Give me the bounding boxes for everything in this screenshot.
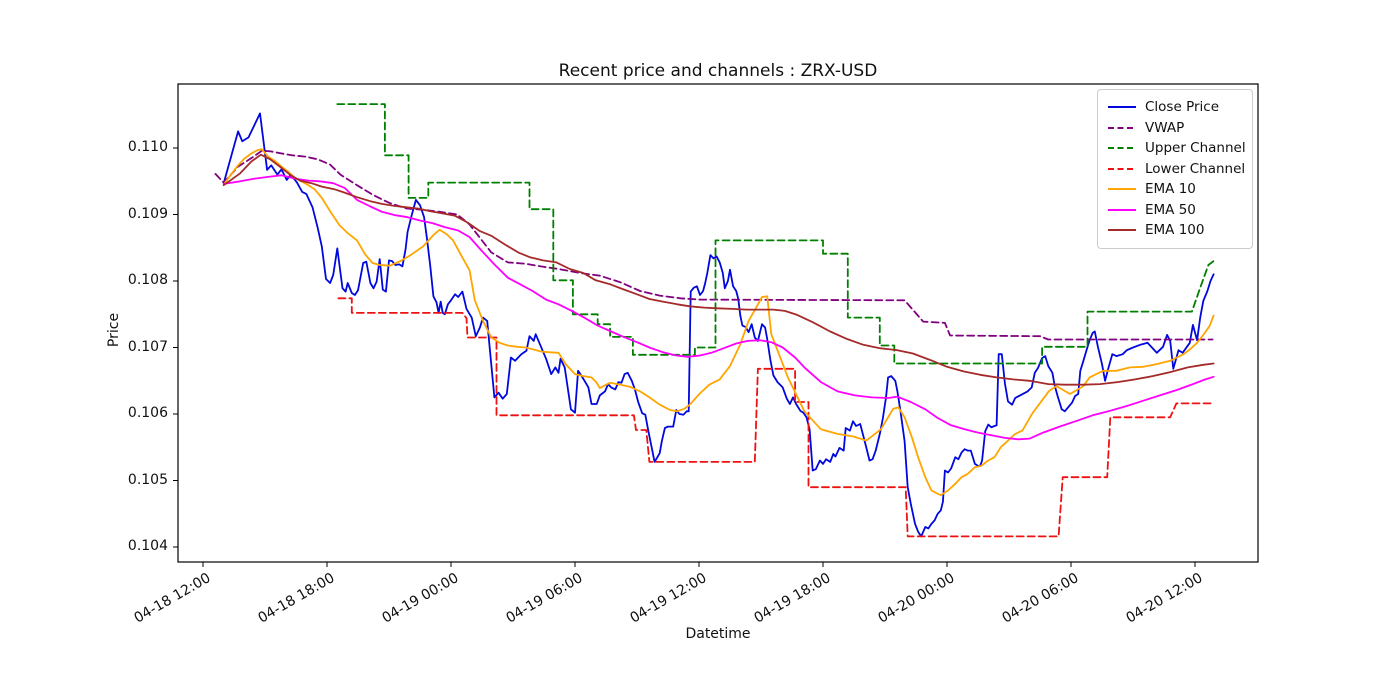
legend-item-lower-channel: Lower Channel bbox=[1107, 159, 1246, 180]
y-tick-label: 0.106 bbox=[127, 405, 168, 421]
series-ema-50-line bbox=[222, 174, 1215, 441]
legend-item-close-price: Close Price bbox=[1107, 97, 1242, 118]
series-upper-channel-line bbox=[336, 103, 1215, 365]
legend-line-sample bbox=[1108, 106, 1136, 109]
legend-line-sample bbox=[1108, 208, 1136, 211]
legend-label: EMA 50 bbox=[1145, 201, 1196, 218]
legend-line-sample bbox=[1108, 126, 1136, 129]
legend-label: Upper Channel bbox=[1145, 140, 1246, 157]
legend: Close Price VWAP Upper Channel Lower Channe… bbox=[1097, 89, 1253, 249]
series-ema-100-line bbox=[222, 153, 1215, 386]
legend-line-sample bbox=[1108, 147, 1136, 150]
y-tick-label: 0.104 bbox=[127, 538, 168, 554]
legend-item-ema-50: EMA 50 bbox=[1107, 200, 1242, 221]
y-tick-label: 0.110 bbox=[127, 139, 168, 155]
y-tick-label: 0.109 bbox=[127, 205, 168, 222]
legend-item-vwap: VWAP bbox=[1107, 118, 1242, 139]
y-axis-label: Price bbox=[106, 312, 122, 348]
legend-item-ema-100: EMA 100 bbox=[1107, 220, 1242, 241]
series-close-price-line bbox=[222, 112, 1215, 538]
y-tick-label: 0.105 bbox=[127, 471, 168, 488]
legend-label: Close Price bbox=[1145, 99, 1219, 116]
legend-item-upper-channel: Upper Channel bbox=[1107, 138, 1246, 159]
plot-border bbox=[177, 83, 1259, 563]
legend-line-sample bbox=[1108, 229, 1136, 232]
legend-label: VWAP bbox=[1145, 119, 1185, 136]
legend-item-ema-10: EMA 10 bbox=[1107, 179, 1242, 200]
series-vwap-line bbox=[214, 149, 1214, 341]
legend-label: EMA 10 bbox=[1145, 181, 1196, 198]
chart-title: Recent price and channels : ZRX-USD bbox=[558, 61, 878, 81]
series-lower-channel-line bbox=[337, 297, 1215, 538]
legend-label: Lower Channel bbox=[1145, 160, 1246, 177]
x-axis-label: Datetime bbox=[685, 626, 751, 642]
y-tick-label: 0.107 bbox=[127, 338, 168, 355]
legend-line-sample bbox=[1108, 188, 1136, 191]
legend-line-sample bbox=[1108, 167, 1136, 170]
y-tick-label: 0.108 bbox=[127, 272, 168, 288]
legend-label: EMA 100 bbox=[1145, 222, 1205, 239]
series-ema-10-line bbox=[222, 148, 1215, 496]
